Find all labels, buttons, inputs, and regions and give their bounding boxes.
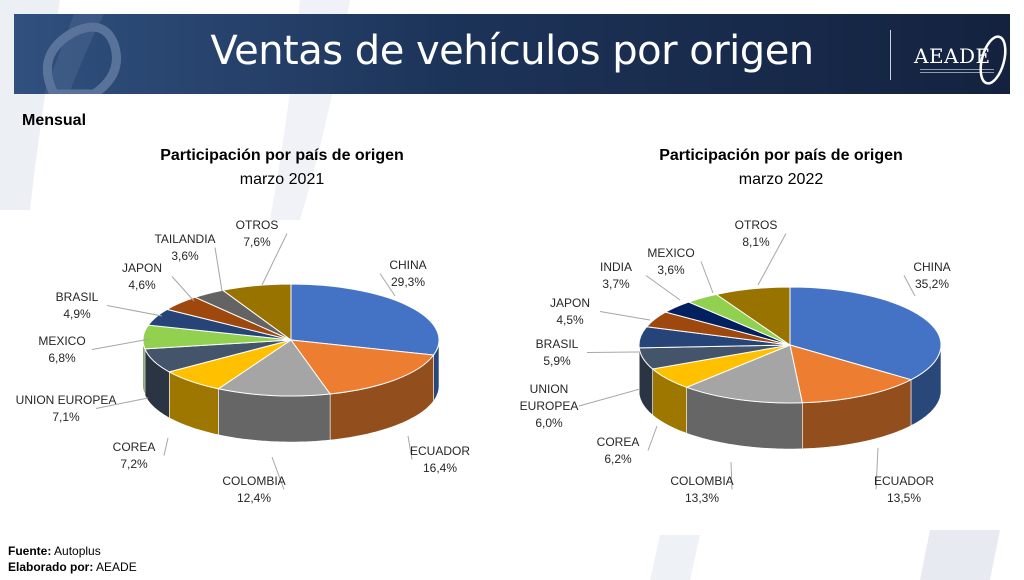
header-banner: Ventas de vehículos por origen AEADE [14,14,1010,94]
slice-label-otros: OTROS [236,218,279,232]
leader-line-japon [599,311,651,321]
leader-line-corea [163,437,169,456]
footer-source: Fuente: Autoplus [8,544,101,558]
leader-line-brasil [586,351,641,353]
slice-labels: CHINA 35,2% ECUADOR 13,5% COLOMBIA 13,3% COREA… [520,218,951,505]
slice-value-india: 3,7% [602,277,630,291]
footer-source-label: Fuente: [8,544,52,558]
footer-author-value: AEADE [96,560,137,574]
slice-value-japon: 4,6% [128,278,156,292]
section-label: Mensual [22,112,87,129]
slice-labels: CHINA 29,3% ECUADOR 16,4% COLOMBIA 12,4% COREA… [16,218,471,505]
slice-value-brasil: 4,9% [63,307,91,321]
slice-side-colombia [218,388,331,443]
slice-value-ecuador: 16,4% [423,461,457,475]
slice-label-ecuador: ECUADOR [874,474,934,488]
logo-subline [920,69,994,73]
banner-swoosh-icon [42,14,121,94]
slice-value-otros: 8,1% [742,235,770,249]
slice-value-china: 35,2% [915,277,949,291]
leader-line-brasil [106,305,163,317]
leader-line-china [903,275,916,297]
pie-top-faces [638,286,942,404]
slice-value-union-europea: 6,0% [535,416,563,430]
leader-line-union-europea [578,388,641,407]
leader-line-ecuador [875,447,879,490]
slice-value-colombia: 12,4% [237,491,271,505]
slice-value-tailandia: 3,6% [171,249,199,263]
pie-top-faces [142,283,440,397]
slice-otros [715,286,791,346]
chart-subtitle: marzo 2022 [739,171,824,188]
chart-title: Participación por país de origen [659,147,903,164]
logo-swoosh-icon [979,35,1007,85]
leader-line-china [379,273,396,297]
slice-value-corea: 7,2% [120,457,148,471]
leader-line-india [645,275,681,301]
leader-line-ecuador [407,435,413,460]
slice-china [290,283,440,356]
leader-line-mexico [91,338,151,350]
slice-value-ecuador: 13,5% [887,491,921,505]
slice-value-japon: 4,5% [556,313,584,327]
slice-label-japon: JAPON [122,261,162,275]
slice-label-india: INDIA [600,260,632,274]
pie-chart-1: Participación por país de origen marzo 20… [16,147,471,505]
footer-author: Elaborado por: AEADE [8,560,137,574]
aeade-logo: AEADE [914,24,1010,86]
chart-subtitle: marzo 2021 [240,171,325,188]
leader-line-corea [647,425,658,451]
leader-line-union-europea [95,397,149,409]
slice-colombia [685,344,803,404]
slice-label-colombia: COLOMBIA [670,474,733,488]
slice-colombia [217,339,332,397]
slice-value-mexico: 3,6% [657,263,685,277]
slice-label-corea: COREA [597,435,640,449]
slice-label-brasil: BRASIL [536,337,579,351]
slice-label-brasil: BRASIL [56,290,99,304]
slice-value-brasil: 5,9% [543,354,571,368]
leader-line-colombia [730,461,733,490]
banner-divider [890,30,891,80]
pie-side-walls [142,340,440,443]
slice-label-china: CHINA [389,258,426,272]
slice-label-japon: JAPON [550,296,590,310]
leader-line-otros [261,233,288,286]
footer-source-value: Autoplus [54,544,101,558]
page-title: Ventas de vehículos por origen [210,28,814,74]
slice-value-china: 29,3% [391,275,425,289]
leader-line-mexico [700,261,714,294]
slice-label-ecuador: ECUADOR [410,444,470,458]
footer-author-label: Elaborado por: [8,560,94,574]
slice-label-otros: OTROS [735,218,778,232]
leader-line-japon [171,276,195,302]
chart-title: Participación por país de origen [160,147,404,164]
slice-china [789,286,942,381]
slice-value-mexico: 6,8% [48,351,76,365]
slice-otros [221,283,292,341]
pie-chart-2: Participación por país de origen marzo 20… [520,147,951,505]
slice-value-otros: 7,6% [243,235,271,249]
slice-label-mexico: MEXICO [647,246,694,260]
slice-label-tailandia: TAILANDIA [154,232,215,246]
slice-ecuador [289,339,435,395]
slice-value-corea: 6,2% [604,452,632,466]
slice-label-mexico: MEXICO [38,334,85,348]
slice-ecuador [789,344,913,404]
slice-label-corea: COREA [113,440,156,454]
slice-value-colombia: 13,3% [685,491,719,505]
slice-label-union-europea: EUROPEA [520,399,579,413]
leader-line-otros [757,233,787,286]
leader-line-tailandia [214,247,223,292]
slice-label-union-europea: UNION EUROPEA [16,393,117,407]
slice-value-union-europea: 7,1% [52,410,80,424]
leader-line-colombia [271,456,285,490]
slice-label-union-europea: UNION [530,382,569,396]
logo-text: AEADE [914,44,991,68]
slice-label-china: CHINA [913,260,950,274]
slice-label-colombia: COLOMBIA [222,474,285,488]
